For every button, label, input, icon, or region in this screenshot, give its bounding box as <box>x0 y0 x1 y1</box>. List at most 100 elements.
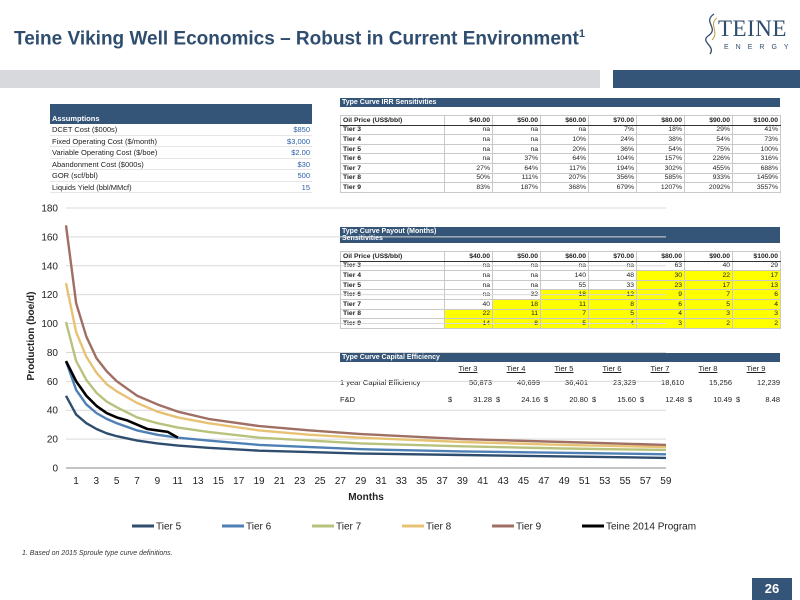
assumptions-heading: Assumptions <box>50 104 312 124</box>
x-tick-label: 13 <box>192 476 204 487</box>
table-cell: na <box>444 134 493 145</box>
table-cell: 226% <box>684 153 733 164</box>
cap-row1-label: 1 year Capital Efficiency <box>340 378 421 387</box>
payout-heading-line1: Type Curve Payout (Months) <box>342 228 437 235</box>
table-cell: 37% <box>492 153 541 164</box>
table-cell: 38% <box>636 134 685 145</box>
x-tick-label: 9 <box>155 476 161 487</box>
table-row: Tier 8 50% 111% 207% 356% 585% 933% 1459% <box>340 172 781 184</box>
logo-swirl-icon <box>705 13 718 55</box>
fd-currency: $ <box>688 395 693 404</box>
series-line <box>64 321 667 452</box>
table-cell: 75% <box>684 143 733 155</box>
assumption-row: Variable Operating Cost ($/boe) $2.00 <box>50 147 312 159</box>
table-row: Tier 6 na 37% 64% 104% 157% 226% 316% <box>340 153 781 164</box>
assumption-label: Variable Operating Cost ($/boe) <box>52 148 158 157</box>
y-tick-label: 140 <box>41 261 58 272</box>
row-label: Tier 5 <box>340 143 445 155</box>
table-cell: na <box>444 153 493 164</box>
table-cell: 3557% <box>732 182 781 193</box>
table-cell: 36% <box>588 143 637 155</box>
assumption-value: 500 <box>297 171 310 180</box>
legend-label: Tier 5 <box>156 522 182 533</box>
y-tick-label: 80 <box>47 348 59 359</box>
cap-efficiency-value: 12,239 <box>757 378 780 387</box>
x-tick-label: 37 <box>437 476 449 487</box>
x-tick-label: 23 <box>294 476 306 487</box>
cap-efficiency-value: 23,329 <box>613 378 636 387</box>
table-cell: na <box>492 134 541 145</box>
y-tick-label: 180 <box>41 204 58 215</box>
legend-label: Teine 2014 Program <box>606 522 696 533</box>
table-cell: 50% <box>444 172 493 184</box>
cap-efficiency-value: 40,699 <box>517 378 540 387</box>
table-cell: 10% <box>540 134 589 145</box>
fd-value: 15.60 <box>617 395 636 404</box>
table-cell: 1207% <box>636 182 685 193</box>
cap-efficiency-value: 15,256 <box>709 378 732 387</box>
table-cell: 27% <box>444 162 493 174</box>
footnote: 1. Based on 2015 Sproule type curve defi… <box>22 550 173 557</box>
legend-label: Tier 8 <box>426 522 452 533</box>
table-cell: 585% <box>636 172 685 184</box>
y-tick-label: 40 <box>47 406 59 417</box>
series-line <box>64 360 179 439</box>
y-tick-label: 100 <box>41 319 58 330</box>
assumption-row: GOR (scf/bbl) 500 <box>50 170 312 182</box>
x-tick-label: 5 <box>114 476 120 487</box>
header-band <box>0 70 600 88</box>
fd-currency: $ <box>496 395 501 404</box>
y-tick-label: 0 <box>52 464 58 475</box>
table-cell: 356% <box>588 172 637 184</box>
column-header: $80.00 <box>636 115 685 126</box>
table-cell: 117% <box>540 162 589 174</box>
fd-cell: $8.48 <box>732 395 780 404</box>
row-label: Tier 9 <box>340 182 445 193</box>
cap-tier-header: Tier 6 <box>602 363 622 373</box>
y-axis-label: Production (boe/d) <box>26 292 37 381</box>
column-header: Oil Price (US$/bbl) <box>340 115 445 126</box>
table-cell: 41% <box>732 124 781 136</box>
legend-label: Tier 6 <box>246 522 272 533</box>
table-cell: 368% <box>540 182 589 193</box>
fd-currency: $ <box>592 395 597 404</box>
table-cell: 316% <box>732 153 781 164</box>
row-label: Tier 8 <box>340 172 445 184</box>
table-cell: na <box>492 124 541 136</box>
table-cell: 194% <box>588 162 637 174</box>
x-tick-label: 41 <box>477 476 489 487</box>
x-tick-label: 35 <box>416 476 428 487</box>
fd-cell: $12.48 <box>636 395 684 404</box>
x-tick-label: 53 <box>599 476 611 487</box>
x-tick-label: 1 <box>73 476 79 487</box>
cap-tier-header: Tier 4 <box>506 363 526 373</box>
table-cell: na <box>444 143 493 155</box>
column-header: $70.00 <box>588 115 637 126</box>
x-tick-label: 55 <box>620 476 632 487</box>
column-header: $60.00 <box>540 115 589 126</box>
table-row: Tier 3 na na na 7% 18% 29% 41% <box>340 124 781 136</box>
y-tick-label: 60 <box>47 377 59 388</box>
table-cell: 1459% <box>732 172 781 184</box>
cap-tier-header: Tier 7 <box>650 363 670 373</box>
company-logo: TEINE ENERGY <box>700 12 792 58</box>
fd-value: 8.48 <box>765 395 780 404</box>
table-cell: 20% <box>540 143 589 155</box>
page-title: Teine Viking Well Economics – Robust in … <box>14 28 585 50</box>
table-cell: 933% <box>684 172 733 184</box>
assumption-row: Abandonment Cost ($000s) $30 <box>50 159 312 170</box>
fd-cell: $15.60 <box>588 395 636 404</box>
cap-tier-header: Tier 8 <box>698 363 718 373</box>
table-cell: 187% <box>492 182 541 193</box>
fd-currency: $ <box>736 395 741 404</box>
series-line <box>64 282 667 449</box>
assumption-label: DCET Cost ($000s) <box>52 125 118 134</box>
assumption-row: Liquids Yield (bbl/MMcf) 15 <box>50 182 312 193</box>
row-label: Tier 4 <box>340 134 445 145</box>
payout-heading-line2: Sensitivities <box>342 235 383 242</box>
x-tick-label: 17 <box>233 476 245 487</box>
x-tick-label: 47 <box>538 476 550 487</box>
table-cell: 157% <box>636 153 685 164</box>
series-line <box>64 225 667 447</box>
x-axis-label: Months <box>348 492 384 503</box>
